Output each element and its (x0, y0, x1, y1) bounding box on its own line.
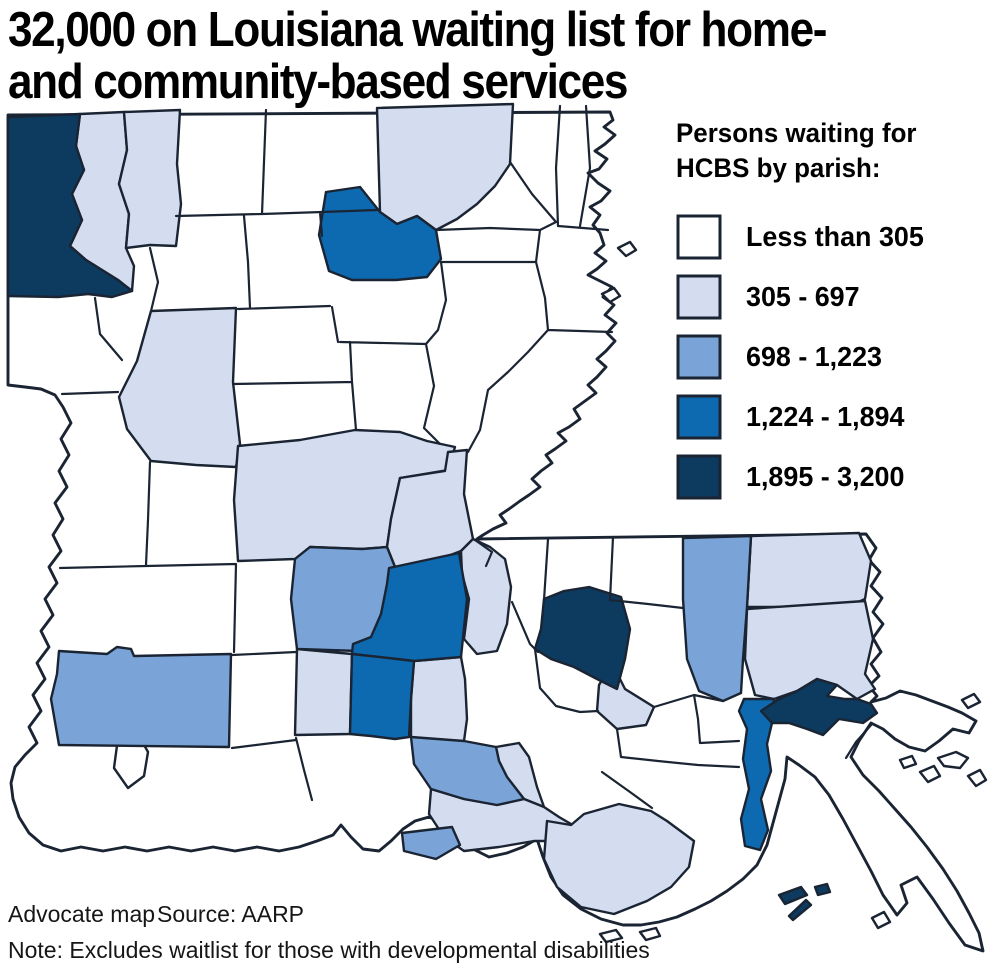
title-line-2: and community-based services (8, 55, 628, 110)
legend: Persons waiting for HCBS by parish: Less… (676, 116, 998, 500)
legend-swatch-band1 (676, 214, 722, 260)
parish-borders-south (533, 647, 874, 810)
legend-item-band1: Less than 305 (676, 214, 998, 260)
parish-terrebonne (542, 802, 696, 916)
coastal-islands (598, 692, 988, 944)
page-title: 32,000 on Louisiana waiting list for hom… (8, 3, 827, 110)
parish-iberia (409, 735, 526, 807)
legend-label-band3: 698 - 1,223 (746, 341, 883, 373)
parish-grand-isle (777, 882, 832, 922)
parish-lafayette (348, 652, 416, 741)
legend-swatch-band5 (676, 454, 722, 500)
parish-pointe-coupee (459, 537, 513, 656)
parish-webster (117, 108, 183, 250)
legend-item-band5: 1,895 - 3,200 (676, 454, 998, 500)
parish-washington (745, 531, 873, 609)
oxbow-lakes (600, 240, 638, 304)
parish-acadia (293, 647, 354, 737)
legend-swatch-band3 (676, 334, 722, 380)
legend-title-line-1: Persons waiting for (676, 118, 917, 148)
parish-tangipahoa (681, 534, 753, 703)
legend-label-band4: 1,224 - 1,894 (746, 401, 905, 433)
legend-item-band2: 305 - 697 (676, 274, 998, 320)
map-note: Note: Excludes waitlist for those with d… (8, 937, 650, 963)
parish-borders-north (60, 104, 614, 454)
legend-swatch-band2 (676, 274, 722, 320)
parish-borders-central (58, 460, 685, 802)
legend-item-band4: 1,224 - 1,894 (676, 394, 998, 440)
legend-items: Less than 305 305 - 697 698 - 1,223 1,22… (676, 214, 998, 500)
parish-calcasieu (49, 645, 233, 749)
legend-label-band5: 1,895 - 3,200 (746, 461, 905, 493)
parish-iberia-marsh-island (400, 825, 462, 861)
parish-caddo (6, 112, 134, 299)
credit-line: Advocate map Source: AARP (0, 901, 1000, 927)
parish-natchitoches (117, 306, 242, 469)
title-line-1: 32,000 on Louisiana waiting list for hom… (8, 3, 827, 57)
map-source: Source: AARP (157, 901, 305, 927)
parish-st-martin-upper (409, 655, 469, 743)
legend-label-band1: Less than 305 (746, 221, 924, 253)
legend-item-band3: 698 - 1,223 (676, 334, 998, 380)
legend-label-band2: 305 - 697 (746, 281, 860, 313)
parish-jefferson (737, 697, 776, 852)
legend-title: Persons waiting for HCBS by parish: (676, 116, 985, 186)
legend-swatch-band4 (676, 394, 722, 440)
map-credit: Advocate map (8, 901, 156, 927)
legend-title-line-2: HCBS by parish: (676, 153, 881, 184)
parish-orleans (759, 677, 879, 737)
